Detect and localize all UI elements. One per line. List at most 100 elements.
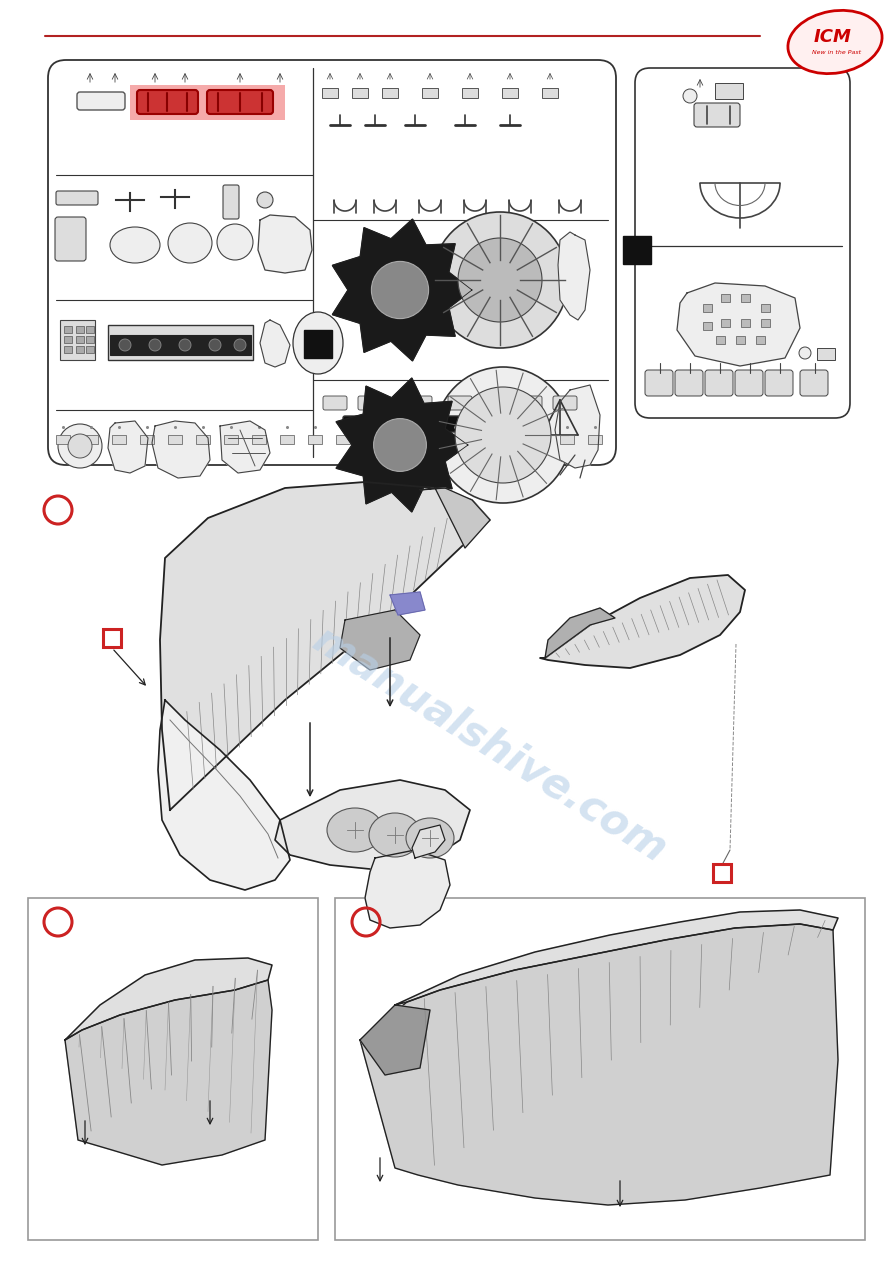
Bar [817, 349, 835, 360]
Bar [60, 320, 95, 360]
Bar [280, 434, 294, 445]
Bar [86, 326, 94, 333]
FancyBboxPatch shape [56, 191, 98, 205]
Polygon shape [365, 850, 450, 928]
Circle shape [234, 338, 246, 351]
Circle shape [799, 347, 811, 359]
Polygon shape [260, 320, 290, 368]
Ellipse shape [406, 818, 454, 858]
Bar [713, 864, 731, 882]
Bar [56, 434, 70, 445]
Bar [28, 898, 318, 1240]
Bar [504, 434, 518, 445]
FancyBboxPatch shape [765, 370, 793, 397]
Bar [420, 434, 434, 445]
Bar [588, 434, 602, 445]
Bar [64, 346, 72, 352]
Bar [715, 83, 743, 99]
Circle shape [149, 338, 161, 351]
Bar [308, 434, 322, 445]
Circle shape [179, 338, 191, 351]
Bar [108, 325, 253, 360]
Bar [623, 236, 651, 264]
Polygon shape [677, 283, 800, 366]
Polygon shape [360, 1005, 430, 1075]
Polygon shape [420, 488, 490, 548]
Bar [761, 304, 770, 312]
Circle shape [432, 212, 568, 349]
Circle shape [373, 418, 426, 471]
Bar [462, 88, 478, 99]
Bar [76, 326, 84, 333]
Ellipse shape [293, 312, 343, 374]
Polygon shape [545, 608, 615, 658]
Bar [532, 434, 546, 445]
Bar [76, 336, 84, 344]
Ellipse shape [217, 224, 253, 260]
Ellipse shape [369, 813, 421, 858]
Polygon shape [65, 980, 272, 1164]
FancyBboxPatch shape [694, 104, 740, 128]
Polygon shape [412, 825, 445, 858]
Bar [322, 88, 338, 99]
Bar [703, 322, 712, 330]
Ellipse shape [168, 224, 212, 263]
Bar [736, 336, 745, 344]
Bar [86, 346, 94, 352]
Polygon shape [540, 575, 745, 668]
Bar [86, 336, 94, 344]
Bar [422, 88, 438, 99]
Circle shape [209, 338, 221, 351]
Text: New in the Past: New in the Past [813, 49, 862, 54]
Polygon shape [332, 218, 472, 361]
FancyBboxPatch shape [553, 397, 577, 410]
Bar [448, 434, 462, 445]
Circle shape [119, 338, 131, 351]
FancyBboxPatch shape [478, 397, 502, 410]
Circle shape [371, 261, 429, 318]
Bar [741, 294, 750, 302]
Polygon shape [340, 610, 420, 669]
Bar [382, 88, 398, 99]
Bar [110, 335, 251, 355]
Bar [756, 336, 765, 344]
FancyBboxPatch shape [137, 90, 198, 114]
FancyBboxPatch shape [77, 92, 125, 110]
Bar [336, 434, 350, 445]
Bar [716, 336, 725, 344]
Bar [542, 88, 558, 99]
Ellipse shape [110, 227, 160, 263]
FancyBboxPatch shape [343, 416, 427, 432]
Polygon shape [336, 378, 468, 512]
Bar [64, 336, 72, 344]
Bar [112, 434, 126, 445]
Polygon shape [275, 781, 470, 870]
FancyBboxPatch shape [443, 416, 507, 432]
Text: ICM: ICM [814, 28, 852, 45]
Bar [352, 88, 368, 99]
Bar [364, 434, 378, 445]
Polygon shape [152, 421, 210, 477]
Bar [335, 898, 865, 1240]
Polygon shape [555, 385, 600, 469]
Bar [64, 326, 72, 333]
Bar [76, 346, 84, 352]
Circle shape [435, 368, 571, 503]
Bar [84, 434, 98, 445]
Bar [721, 294, 730, 302]
FancyBboxPatch shape [207, 90, 273, 114]
Bar [252, 434, 266, 445]
Polygon shape [158, 700, 290, 890]
Circle shape [683, 88, 697, 104]
Circle shape [257, 192, 273, 208]
Ellipse shape [788, 10, 882, 73]
FancyBboxPatch shape [705, 370, 733, 397]
Polygon shape [258, 215, 312, 273]
Bar [476, 434, 490, 445]
Bar [168, 434, 182, 445]
Bar [304, 330, 332, 357]
Bar [560, 434, 574, 445]
FancyBboxPatch shape [675, 370, 703, 397]
FancyBboxPatch shape [645, 370, 673, 397]
Polygon shape [220, 421, 270, 474]
